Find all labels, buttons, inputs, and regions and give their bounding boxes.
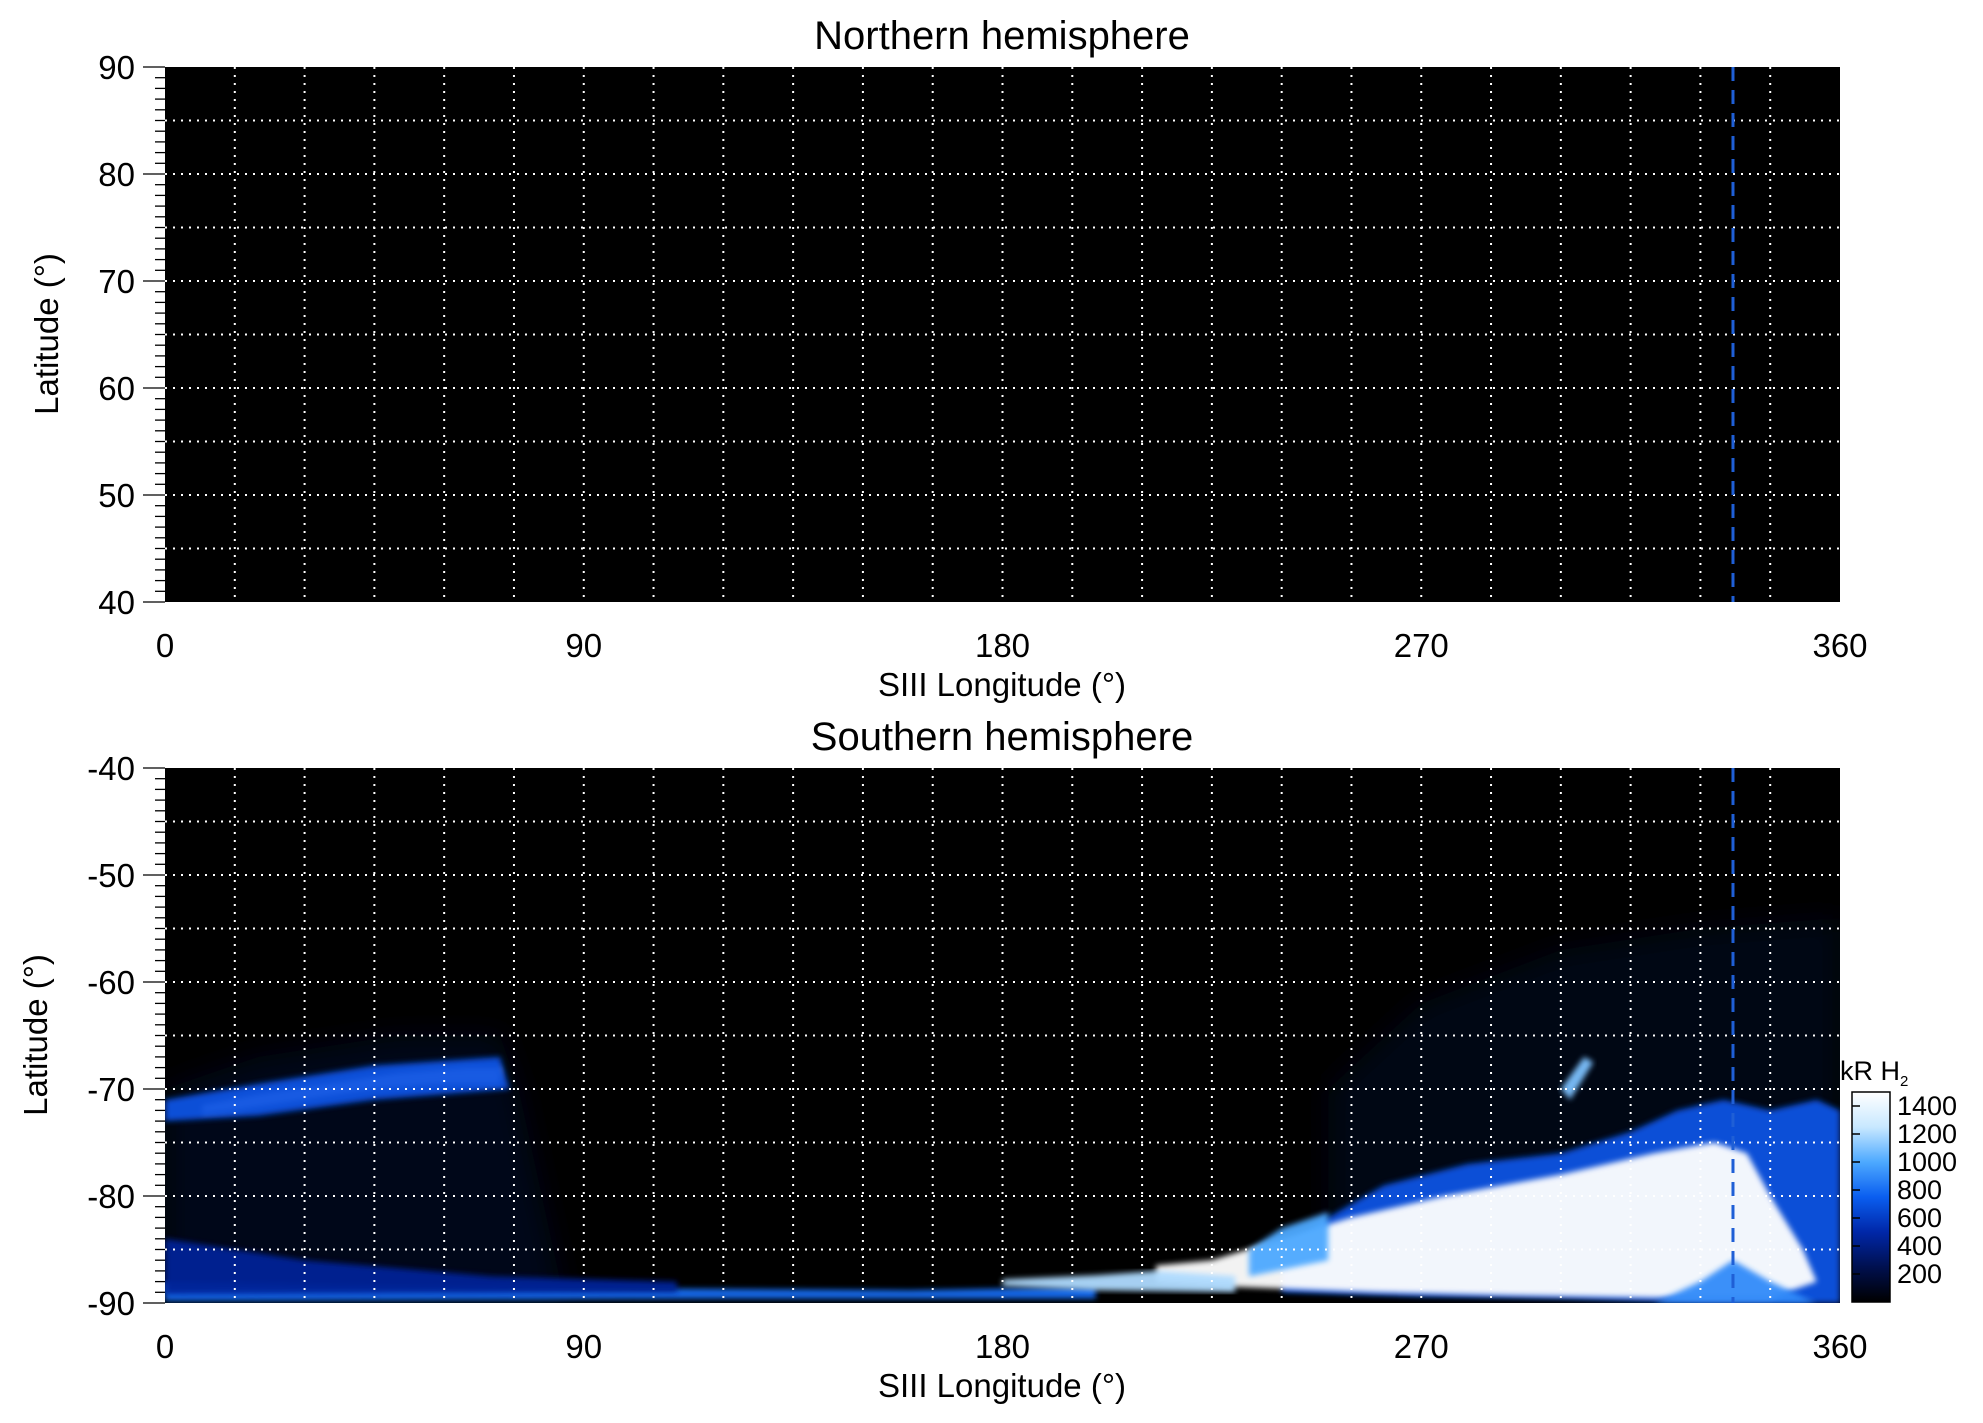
y-tick-label: -40 (87, 750, 135, 787)
panel-north-title: Northern hemisphere (814, 14, 1190, 58)
x-tick-label: 90 (565, 1328, 602, 1365)
x-tick-label: 270 (1394, 627, 1449, 664)
colorbar-tick-label: 800 (1897, 1175, 1942, 1205)
y-tick-label: 70 (98, 263, 135, 300)
colorbar-tick-label: 600 (1897, 1203, 1942, 1233)
grid-north (165, 67, 1840, 602)
y-tick-label: 50 (98, 477, 135, 514)
colorbar-tick-label: 400 (1897, 1231, 1942, 1261)
panel-north: Northern hemisphere 0 90 180 270 360 40 50 60 7… (28, 14, 1868, 703)
panel-south-title: Southern hemisphere (811, 715, 1193, 759)
emission-region-oval-spur (1560, 1056, 1594, 1100)
emission-region-oval-streaks (1249, 1212, 1329, 1277)
y-tick-label: 90 (98, 49, 135, 86)
y-tick-label: -70 (87, 1071, 135, 1108)
y-axis-label-north: Latitude (°) (28, 253, 65, 415)
colorbar-unit-label: kR H2 (1840, 1056, 1908, 1090)
y-tick-label: -90 (87, 1285, 135, 1322)
x-axis-label-north: SIII Longitude (°) (878, 666, 1126, 703)
colorbar-tick-label: 1400 (1897, 1091, 1957, 1121)
x-tick-labels-south: 0 90 180 270 360 (156, 1328, 1868, 1365)
y-minor-ticks-south (143, 767, 165, 1304)
colorbar-tick-label: 1200 (1897, 1119, 1957, 1149)
panel-south: Southern hemisphere 0 90 180 270 360 -90-80-… (17, 715, 1868, 1404)
y-tick-label: -50 (87, 857, 135, 894)
x-tick-label: 180 (975, 627, 1030, 664)
emission-region-oval-tail (1002, 1270, 1236, 1293)
emission-region-south-pole-glow (1653, 1260, 1817, 1303)
colorbar-scale (1851, 1091, 1891, 1303)
x-tick-label: 180 (975, 1328, 1030, 1365)
grid-south (165, 768, 1840, 1303)
emission-region-south-band-west-glow (165, 1238, 677, 1295)
y-tick-label: -60 (87, 964, 135, 1001)
x-tick-label: 360 (1812, 627, 1867, 664)
x-tick-label: 360 (1812, 1328, 1867, 1365)
y-minor-ticks-north (143, 66, 165, 603)
colorbar-tick-label: 1000 (1897, 1147, 1957, 1177)
y-tick-labels-south: -90 -80 -70 -60 -50 -40 (87, 750, 135, 1322)
y-tick-label: 80 (98, 156, 135, 193)
x-axis-label-south: SIII Longitude (°) (878, 1367, 1126, 1404)
y-axis-label-south: Latitude (°) (17, 954, 54, 1116)
colorbar-unit-subscript: 2 (1900, 1073, 1908, 1090)
y-tick-label: 60 (98, 370, 135, 407)
x-tick-label: 0 (156, 627, 174, 664)
x-tick-label: 270 (1394, 1328, 1449, 1365)
x-tick-labels-north: 0 90 180 270 360 (156, 627, 1868, 664)
x-tick-label: 90 (565, 627, 602, 664)
x-tick-label: 0 (156, 1328, 174, 1365)
y-tick-labels-north: 40 50 60 70 80 90 (98, 49, 135, 621)
y-tick-label: 40 (98, 584, 135, 621)
emission-region-arc-west-glow (165, 1056, 510, 1122)
y-tick-label: -80 (87, 1178, 135, 1215)
colorbar-tick-label: 200 (1897, 1259, 1942, 1289)
